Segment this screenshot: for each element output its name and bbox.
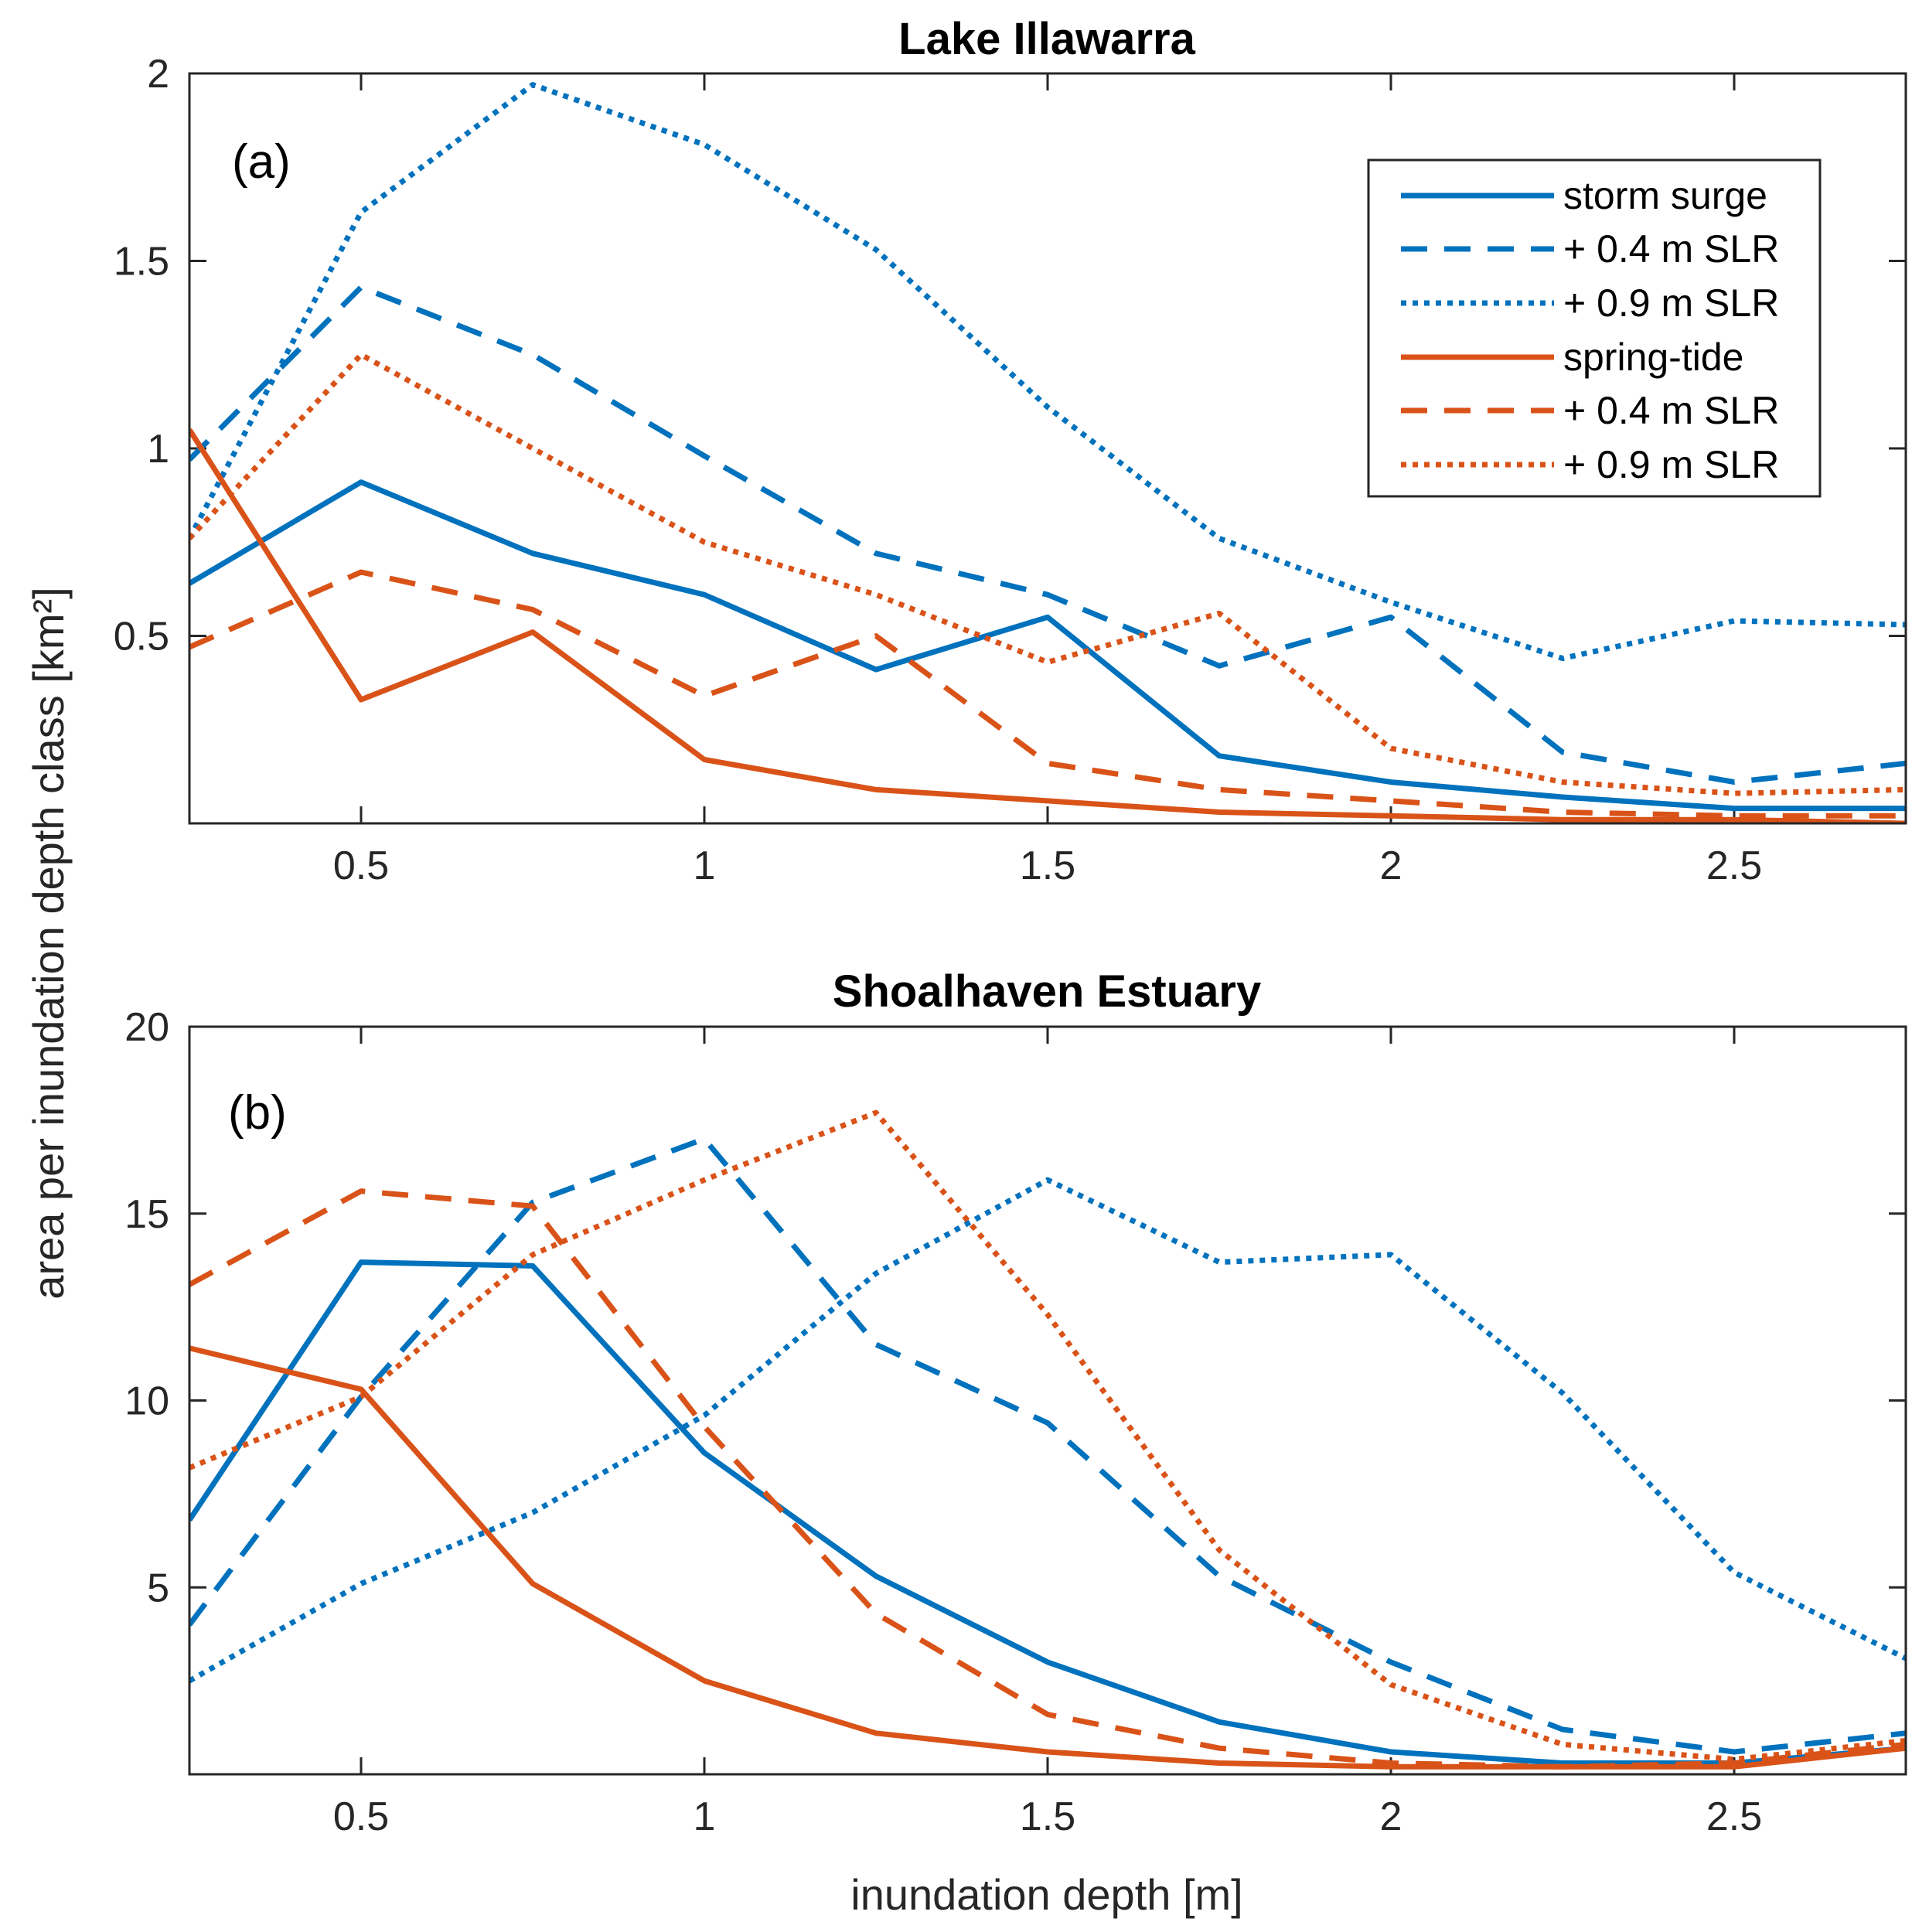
panel-a-label: (a) — [232, 135, 291, 189]
panel-a-series-3-line — [189, 428, 1906, 823]
panel-b-x-tick-label: 1 — [694, 1794, 716, 1839]
panel-b-axes-frame — [188, 1025, 1907, 1776]
panel-b-title: Shoalhaven Estuary — [833, 966, 1261, 1017]
legend-entry-3: spring-tide — [1563, 336, 1743, 379]
y-axis-label: area per inundation depth class [km²] — [24, 587, 73, 1299]
legend-box — [1367, 158, 1822, 498]
panel-b-series-4-line — [189, 1188, 1906, 1770]
panel-b-series-5-line — [189, 1109, 1906, 1763]
panel-b-y-tick-label: 10 — [124, 1379, 169, 1424]
panel-b-x-tick-label: 2.5 — [1706, 1794, 1762, 1839]
panel-b-y-tick-label: 20 — [124, 1005, 169, 1050]
panel-b-x-tick-label: 1.5 — [1020, 1794, 1075, 1839]
legend-entry-5: + 0.9 m SLR — [1563, 443, 1779, 486]
panel-a-y-tick-label: 2 — [147, 52, 169, 97]
panel-b-series-2-line — [189, 1177, 1906, 1684]
panel-b-series-1-line — [189, 1136, 1906, 1755]
panel-a-series-5-line — [189, 352, 1906, 796]
panel-b-x-tick-label: 2 — [1380, 1794, 1402, 1839]
panel-a-series-1-line — [189, 285, 1906, 785]
panel-a-y-tick-label: 1 — [147, 427, 169, 472]
panel-a-x-tick-label: 2 — [1380, 843, 1402, 888]
x-axis-label: inundation depth [m] — [850, 1870, 1242, 1919]
panel-a-y-tick-label: 1.5 — [114, 240, 169, 285]
panel-b-shoalhaven-estuary: Shoalhaven Estuary 0.5 1 1.5 2 2.5 5 10 15 20 (b… — [124, 966, 1907, 1839]
panel-a-x-tick-label: 0.5 — [333, 843, 389, 888]
panel-a-series-2-line — [189, 82, 1906, 662]
legend-entry-2: + 0.9 m SLR — [1563, 281, 1779, 325]
panel-b-x-tick-label: 0.5 — [333, 1794, 389, 1839]
legend: storm surge + 0.4 m SLR + 0.9 m SLR spring-… — [1367, 158, 1822, 498]
panel-a-x-tick-label: 1.5 — [1020, 843, 1075, 888]
panel-a-axes-frame — [188, 72, 1907, 825]
panel-b-y-tick-label: 5 — [147, 1566, 169, 1610]
panel-a-lake-illawarra: Lake Illawarra 0.5 1 1.5 2 2.5 0.5 1 1.5 2 (a) s… — [114, 14, 1907, 888]
panel-a-x-tick-label: 1 — [694, 843, 716, 888]
panel-b-series-3-line — [189, 1345, 1906, 1770]
legend-entry-0: storm surge — [1563, 174, 1767, 217]
panel-a-title: Lake Illawarra — [898, 14, 1195, 64]
panel-a-y-tick-label: 0.5 — [114, 615, 169, 659]
panel-a-series-4-line — [189, 569, 1906, 819]
panel-b-y-tick-label: 15 — [124, 1192, 169, 1237]
panel-b-series-0-line — [189, 1259, 1906, 1766]
panel-a-series-0-line — [189, 479, 1906, 812]
panel-b-label: (b) — [228, 1086, 287, 1140]
legend-entry-4: + 0.4 m SLR — [1563, 389, 1779, 432]
legend-entry-1: + 0.4 m SLR — [1563, 227, 1779, 271]
panel-a-x-tick-label: 2.5 — [1706, 843, 1762, 888]
